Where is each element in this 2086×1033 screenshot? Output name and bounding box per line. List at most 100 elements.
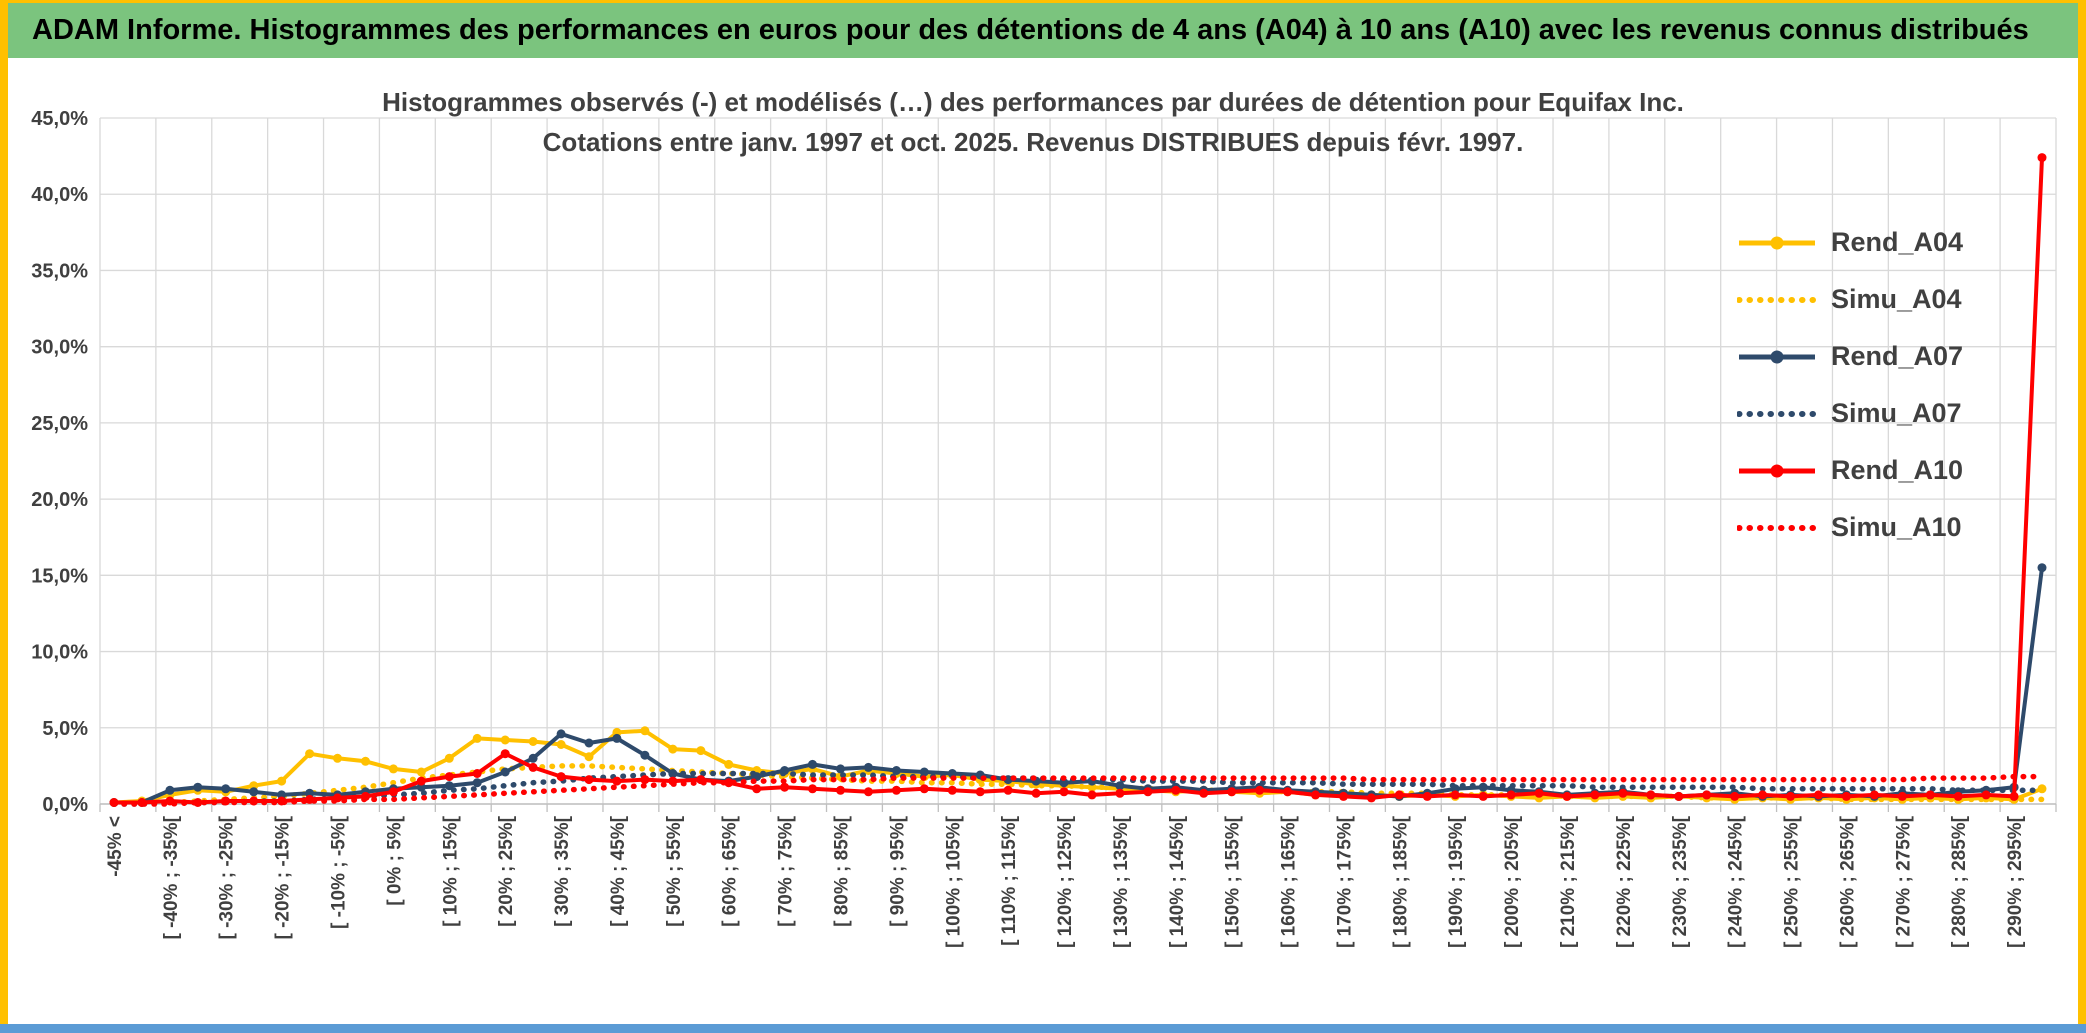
x-tick-label: [ 20% ; 25%[ xyxy=(496,815,517,927)
series-marker-Rend_A10 xyxy=(1925,790,1935,800)
x-tick-label: [ 150% ; 155%[ xyxy=(1223,815,1244,948)
series-marker-Rend_A04 xyxy=(500,735,510,745)
x-tick-label: [ 70% ; 75%[ xyxy=(776,815,797,927)
series-marker-Rend_A10 xyxy=(919,784,929,794)
series-line-Simu_A07 xyxy=(111,770,2045,807)
chart-title-line2: Cotations entre janv. 1997 et oct. 2025.… xyxy=(542,127,1524,157)
series-marker-Rend_A10 xyxy=(388,787,398,797)
series-marker-Rend_A04 xyxy=(444,753,454,763)
x-tick-label: [ 260% ; 265%[ xyxy=(1837,815,1858,948)
bottom-edge-bar xyxy=(0,1024,2086,1033)
x-tick-label: [ 40% ; 45%[ xyxy=(608,815,629,927)
series-marker-Rend_A07 xyxy=(863,762,873,772)
y-tick-label: 15,0% xyxy=(31,565,88,587)
series-marker-Rend_A10 xyxy=(1031,788,1041,798)
series-marker-Rend_A04 xyxy=(640,726,650,736)
series-line-Simu_A10 xyxy=(111,773,2045,807)
series-marker-Rend_A10 xyxy=(975,787,985,797)
x-tick-label: [ -10% ; -5%[ xyxy=(329,815,350,929)
legend-item-Simu_A04: Simu_A04 xyxy=(1737,271,1963,328)
series-marker-Rend_A04 xyxy=(416,767,426,777)
series-marker-Rend_A10 xyxy=(724,778,734,788)
series-marker-Rend_A07 xyxy=(1115,781,1125,791)
series-marker-Rend_A10 xyxy=(1087,790,1097,800)
series-marker-Rend_A10 xyxy=(808,784,817,794)
series-marker-Rend_A10 xyxy=(1255,785,1265,795)
series-marker-Rend_A10 xyxy=(1339,791,1348,801)
x-tick-label: [ 230% ; 235%[ xyxy=(1670,815,1691,948)
y-tick-label: 5,0% xyxy=(42,718,88,740)
header-title: ADAM Informe. Histogrammes des performan… xyxy=(32,14,2029,46)
series-marker-Rend_A10 xyxy=(1059,787,1069,797)
series-marker-Rend_A10 xyxy=(2037,153,2047,163)
series-marker-Rend_A10 xyxy=(444,772,454,782)
series-marker-Rend_A10 xyxy=(612,776,622,786)
series-marker-Rend_A07 xyxy=(500,767,510,777)
series-marker-Rend_A10 xyxy=(1003,785,1013,795)
series-marker-Rend_A10 xyxy=(1311,790,1320,800)
series-line-Simu_A04 xyxy=(111,763,2045,807)
series-marker-Rend_A10 xyxy=(1897,791,1907,801)
series-marker-Rend_A07 xyxy=(556,729,566,739)
y-tick-label: 20,0% xyxy=(31,489,88,511)
legend-item-Rend_A07: Rend_A07 xyxy=(1737,328,1963,385)
series-marker-Rend_A10 xyxy=(891,785,901,795)
legend-label: Rend_A10 xyxy=(1831,455,1964,485)
x-tick-label: [ 0% ; 5%[ xyxy=(384,815,405,905)
y-tick-label: 45,0% xyxy=(31,108,88,130)
series-marker-Rend_A04 xyxy=(528,737,538,746)
series-marker-Rend_A04 xyxy=(277,776,287,786)
series-marker-Rend_A10 xyxy=(1115,788,1125,798)
series-marker-Rend_A10 xyxy=(1618,788,1628,798)
legend-marker-Simu_A04 xyxy=(1737,296,1817,303)
gold-border-left xyxy=(0,0,8,1033)
series-marker-Rend_A04 xyxy=(724,759,734,769)
series-marker-Rend_A07 xyxy=(640,750,650,760)
series-marker-Rend_A10 xyxy=(1143,787,1153,797)
series-marker-Rend_A10 xyxy=(947,785,957,795)
chart-legend: Rend_A04 Simu_A04 Rend_A07 Simu_A07 Rend_A10… xyxy=(1737,214,1963,556)
series-marker-Rend_A07 xyxy=(249,787,259,797)
series-marker-Rend_A07 xyxy=(472,778,482,788)
legend-marker-Rend_A10 xyxy=(1739,464,1815,477)
x-tick-label: [ 100% ; 105%[ xyxy=(943,815,964,948)
legend-item-Simu_A07: Simu_A07 xyxy=(1737,385,1963,442)
x-tick-label: [ 90% ; 95%[ xyxy=(887,815,908,927)
x-tick-label: [ 250% ; 255%[ xyxy=(1782,815,1803,948)
series-marker-Rend_A10 xyxy=(2009,791,2019,801)
series-marker-Rend_A07 xyxy=(444,781,454,791)
series-marker-Rend_A04 xyxy=(305,749,315,759)
y-tick-label: 30,0% xyxy=(31,337,88,359)
x-tick-label: [ -40% ; -35%[ xyxy=(161,815,182,939)
y-tick-label: 35,0% xyxy=(31,260,88,282)
series-marker-Rend_A04 xyxy=(556,740,566,749)
series-marker-Rend_A04 xyxy=(388,764,398,774)
y-tick-label: 0,0% xyxy=(42,794,88,816)
x-tick-label: [ 80% ; 85%[ xyxy=(831,815,852,927)
series-marker-Rend_A10 xyxy=(1841,791,1851,801)
x-tick-label: [ 10% ; 15%[ xyxy=(440,815,461,927)
legend-label: Simu_A10 xyxy=(1831,512,1962,542)
series-marker-Rend_A10 xyxy=(1702,790,1712,800)
x-tick-label: [ 50% ; 55%[ xyxy=(664,815,685,927)
legend-marker-Rend_A04 xyxy=(1739,236,1815,249)
x-tick-label: [ 30% ; 35%[ xyxy=(552,815,573,927)
x-tick-label: [ 220% ; 225%[ xyxy=(1614,815,1635,948)
series-marker-Rend_A10 xyxy=(752,784,762,794)
series-marker-Rend_A10 xyxy=(1227,787,1237,797)
legend-marker-Rend_A07 xyxy=(1739,350,1815,363)
legend-label: Rend_A04 xyxy=(1831,227,1964,257)
series-marker-Rend_A07 xyxy=(193,782,203,792)
series-marker-Rend_A04 xyxy=(2037,784,2047,794)
x-tick-label: [ 200% ; 205%[ xyxy=(1502,815,1523,948)
series-marker-Rend_A10 xyxy=(1422,791,1432,801)
series-marker-Rend_A10 xyxy=(1506,790,1516,800)
chart-area: 0,0% 5,0% 10,0% 15,0% 20,0% 25,0% 30,0% 35,0% 40… xyxy=(8,58,2078,1024)
series-marker-Rend_A10 xyxy=(1450,790,1460,800)
series-marker-Rend_A10 xyxy=(1981,790,1991,800)
series-marker-Rend_A10 xyxy=(1590,790,1600,800)
series-marker-Rend_A10 xyxy=(1953,791,1963,801)
series-marker-Rend_A10 xyxy=(1562,791,1572,801)
